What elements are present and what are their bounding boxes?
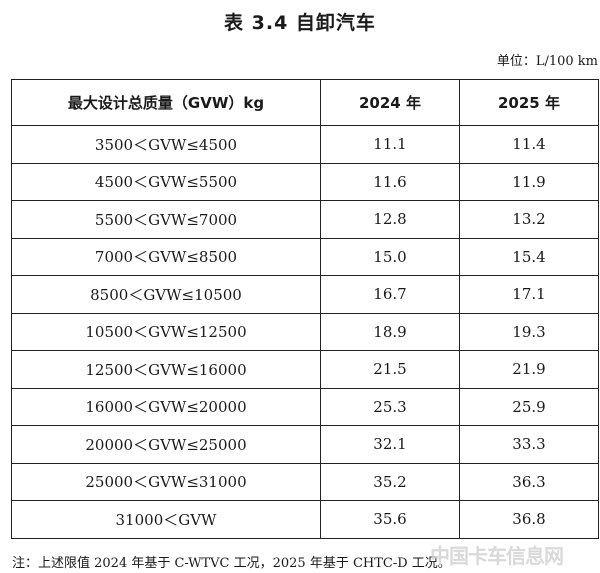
cell-2024-limit: 18.9: [320, 312, 460, 351]
table-row: 5500＜GVW≤7000 12.8 13.2: [11, 200, 599, 239]
page-title: 表 3.4 自卸汽车: [224, 12, 376, 34]
cell-2025-limit: 15.4: [459, 237, 599, 276]
cell-2024-limit: 32.1: [320, 425, 460, 464]
table-row: 3500＜GVW≤4500 11.1 11.4: [11, 125, 599, 164]
table-row: 20000＜GVW≤25000 32.1 33.3: [11, 425, 599, 464]
cell-2024-limit: 11.6: [320, 162, 460, 201]
cell-2025-limit: 36.8: [459, 500, 599, 539]
cell-2024-limit: 11.1: [320, 125, 460, 164]
cell-gvw-range: 5500＜GVW≤7000: [11, 200, 321, 239]
cell-2025-limit: 13.2: [459, 200, 599, 239]
cell-2024-limit: 21.5: [320, 350, 460, 389]
cell-2024-limit: 15.0: [320, 237, 460, 276]
cell-gvw-range: 8500＜GVW≤10500: [11, 275, 321, 314]
cell-2024-limit: 12.8: [320, 200, 460, 239]
unit-label: 单位：L/100 km: [496, 54, 598, 69]
cell-gvw-range: 3500＜GVW≤4500: [11, 125, 321, 164]
cell-2025-limit: 11.9: [459, 162, 599, 201]
table-header-row: 最大设计总质量（GVW）kg 2024 年 2025 年: [11, 79, 599, 126]
footnote: 注：上述限值 2024 年基于 C-WTVC 工况，2025 年基于 CHTC-…: [12, 556, 451, 571]
cell-gvw-range: 10500＜GVW≤12500: [11, 312, 321, 351]
table-row: 31000＜GVW 35.6 36.8: [11, 500, 599, 539]
cell-2024-limit: 16.7: [320, 275, 460, 314]
cell-2024-limit: 35.2: [320, 462, 460, 501]
cell-2025-limit: 33.3: [459, 425, 599, 464]
table-row: 16000＜GVW≤20000 25.3 25.9: [11, 387, 599, 426]
table-row: 10500＜GVW≤12500 18.9 19.3: [11, 312, 599, 351]
table-row: 25000＜GVW≤31000 35.2 36.3: [11, 462, 599, 501]
header-2024: 2024 年: [320, 79, 460, 126]
table-row: 8500＜GVW≤10500 16.7 17.1: [11, 275, 599, 314]
cell-2024-limit: 35.6: [320, 500, 460, 539]
cell-2025-limit: 19.3: [459, 312, 599, 351]
cell-2025-limit: 21.9: [459, 350, 599, 389]
cell-gvw-range: 16000＜GVW≤20000: [11, 387, 321, 426]
cell-2025-limit: 25.9: [459, 387, 599, 426]
watermark: 中国卡车信息网: [430, 544, 564, 568]
cell-gvw-range: 20000＜GVW≤25000: [11, 425, 321, 464]
cell-2025-limit: 17.1: [459, 275, 599, 314]
cell-2025-limit: 11.4: [459, 125, 599, 164]
limits-table: 最大设计总质量（GVW）kg 2024 年 2025 年 3500＜GVW≤45…: [11, 79, 599, 539]
table-row: 12500＜GVW≤16000 21.5 21.9: [11, 350, 599, 389]
cell-2025-limit: 36.3: [459, 462, 599, 501]
cell-gvw-range: 25000＜GVW≤31000: [11, 462, 321, 501]
cell-gvw-range: 31000＜GVW: [11, 500, 321, 539]
table-row: 7000＜GVW≤8500 15.0 15.4: [11, 237, 599, 276]
header-2025: 2025 年: [459, 79, 599, 126]
table-row: 4500＜GVW≤5500 11.6 11.9: [11, 162, 599, 201]
header-gvw: 最大设计总质量（GVW）kg: [11, 79, 321, 126]
cell-gvw-range: 4500＜GVW≤5500: [11, 162, 321, 201]
cell-2024-limit: 25.3: [320, 387, 460, 426]
cell-gvw-range: 7000＜GVW≤8500: [11, 237, 321, 276]
cell-gvw-range: 12500＜GVW≤16000: [11, 350, 321, 389]
